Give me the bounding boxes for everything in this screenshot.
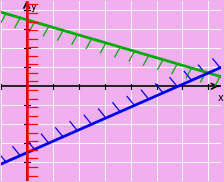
Text: y: y xyxy=(30,2,36,12)
Text: x: x xyxy=(217,93,223,103)
